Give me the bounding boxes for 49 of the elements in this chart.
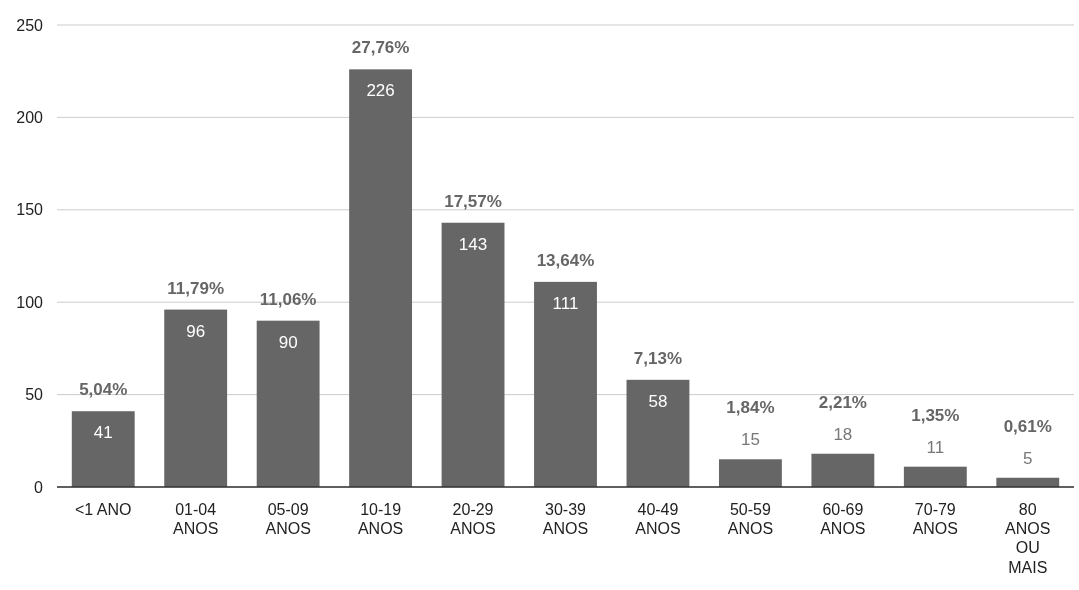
data-label: 111 (552, 293, 579, 313)
annotation: 1,35% (911, 405, 960, 425)
x-tick-label: 30-39 ANOS (542, 501, 589, 538)
y-tick-label: 0 (34, 478, 44, 496)
data-label: 143 (458, 234, 488, 254)
x-tick-label: 50-59 ANOS (727, 501, 774, 538)
bar (903, 466, 967, 487)
x-tick-label: 80 ANOS OU MAIS (1005, 501, 1051, 576)
bar (534, 281, 597, 487)
annotation: 13,64% (536, 250, 595, 270)
x-tick-label: 01-04 ANOS (173, 501, 219, 538)
x-tick-label: 20-29 ANOS (450, 501, 496, 538)
x-tick-label: 40-49 ANOS (635, 501, 681, 538)
data-label: 5 (1023, 448, 1033, 468)
data-label: 11 (926, 437, 945, 457)
x-tick-label: 70-79 ANOS (912, 501, 958, 538)
annotation: 11,06% (259, 289, 317, 309)
data-label: 226 (366, 81, 395, 101)
annotation: 5,04% (79, 380, 128, 400)
y-tick-label: 150 (16, 201, 44, 219)
annotation: 7,13% (633, 348, 683, 368)
y-tick-label: 50 (25, 386, 44, 404)
data-label: 58 (648, 391, 668, 411)
data-label: 90 (278, 332, 298, 352)
annotation: 27,76% (351, 38, 410, 58)
y-tick-label: 100 (16, 293, 44, 311)
x-tick-label: 10-19 ANOS (357, 501, 404, 538)
x-tick-label: <1 ANO (74, 501, 132, 518)
data-label: 15 (740, 430, 760, 450)
bar (718, 459, 782, 487)
y-tick-label: 200 (16, 109, 44, 127)
bar (349, 69, 413, 487)
annotation: 0,61% (1003, 416, 1052, 436)
bar (164, 309, 228, 487)
x-tick-label: 05-09 ANOS (265, 501, 311, 538)
bar (256, 320, 320, 487)
data-label: 41 (93, 423, 113, 443)
annotation: 1,84% (726, 398, 775, 418)
annotation: 11,79% (167, 278, 225, 298)
data-label: 96 (186, 321, 206, 341)
bar (626, 379, 690, 487)
y-tick-label: 250 (16, 16, 44, 34)
annotation: 2,21% (818, 392, 867, 412)
x-tick-label: 60-69 ANOS (820, 501, 866, 538)
data-label: 18 (833, 424, 853, 444)
bar (71, 411, 135, 487)
bar (441, 222, 505, 487)
bar (811, 453, 875, 487)
annotation: 17,57% (444, 191, 502, 211)
